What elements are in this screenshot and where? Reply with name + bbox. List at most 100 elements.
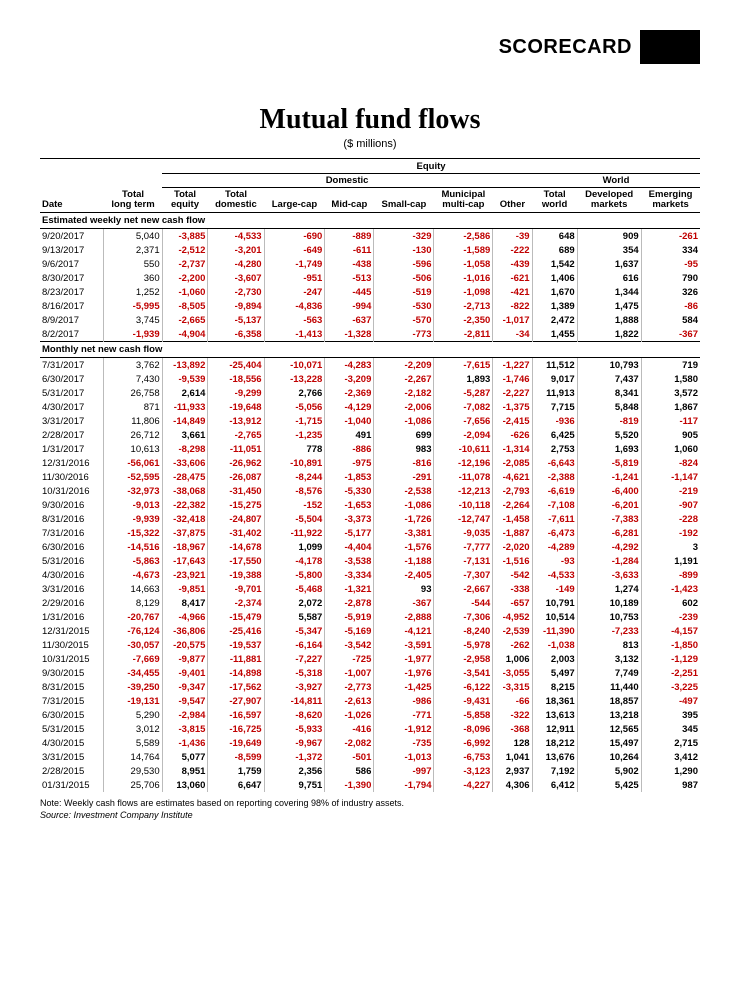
table-row: 8/31/2016-9,939-32,418-24,807-5,504-3,37… bbox=[40, 512, 700, 526]
page-subtitle: ($ millions) bbox=[40, 138, 700, 150]
cell: 128 bbox=[493, 736, 532, 750]
cell: -14,898 bbox=[208, 666, 264, 680]
cell: -3,885 bbox=[162, 229, 208, 244]
cell: 5/31/2017 bbox=[40, 386, 104, 400]
cell: -1,235 bbox=[264, 428, 325, 442]
cell: 1,389 bbox=[532, 299, 577, 313]
cell: -3,381 bbox=[374, 526, 434, 540]
cell: -1,098 bbox=[434, 285, 493, 299]
cell: 9/20/2017 bbox=[40, 229, 104, 244]
cell: -1,129 bbox=[641, 652, 700, 666]
cell: 871 bbox=[104, 400, 162, 414]
cell: -14,516 bbox=[104, 540, 162, 554]
cell: -4,904 bbox=[162, 327, 208, 342]
cell: -2,369 bbox=[325, 386, 374, 400]
cell: -329 bbox=[374, 229, 434, 244]
cell: -9,035 bbox=[434, 526, 493, 540]
cell: 13,613 bbox=[532, 708, 577, 722]
cell: 983 bbox=[374, 442, 434, 456]
cell: -3,591 bbox=[374, 638, 434, 652]
cell: -17,550 bbox=[208, 554, 264, 568]
cell: -4,952 bbox=[493, 610, 532, 624]
col-7: Municipalmulti-cap bbox=[434, 188, 493, 213]
cell: -4,673 bbox=[104, 568, 162, 582]
cell: 8/16/2017 bbox=[40, 299, 104, 313]
cell: -19,537 bbox=[208, 638, 264, 652]
cell: 1/31/2017 bbox=[40, 442, 104, 456]
cell: 689 bbox=[532, 243, 577, 257]
cell: -10,891 bbox=[264, 456, 325, 470]
cell: -626 bbox=[493, 428, 532, 442]
cell: -31,402 bbox=[208, 526, 264, 540]
table-row: 1/31/2016-20,767-4,966-15,4795,587-5,919… bbox=[40, 610, 700, 624]
cell: 8,215 bbox=[532, 680, 577, 694]
cell: -24,807 bbox=[208, 512, 264, 526]
cell: -530 bbox=[374, 299, 434, 313]
cell: 1,344 bbox=[577, 285, 641, 299]
cell: -649 bbox=[264, 243, 325, 257]
cell: 5,902 bbox=[577, 764, 641, 778]
cell: -5,919 bbox=[325, 610, 374, 624]
fund-flows-table: Equity Domestic World DateTotallong term… bbox=[40, 158, 700, 792]
table-row: 8/31/2015-39,250-9,347-17,562-3,927-2,77… bbox=[40, 680, 700, 694]
cell: -1,516 bbox=[493, 554, 532, 568]
cell: -10,118 bbox=[434, 498, 493, 512]
cell: -2,182 bbox=[374, 386, 434, 400]
cell: -19,388 bbox=[208, 568, 264, 582]
cell: -31,450 bbox=[208, 484, 264, 498]
cell: 699 bbox=[374, 428, 434, 442]
cell: 2,371 bbox=[104, 243, 162, 257]
cell: -994 bbox=[325, 299, 374, 313]
cell: -11,390 bbox=[532, 624, 577, 638]
cell: 1,888 bbox=[577, 313, 641, 327]
table-row: 9/30/2016-9,013-22,382-15,275-152-1,653-… bbox=[40, 498, 700, 512]
cell: -1,321 bbox=[325, 582, 374, 596]
cell: 14,764 bbox=[104, 750, 162, 764]
cell: 5,040 bbox=[104, 229, 162, 244]
cell: -7,656 bbox=[434, 414, 493, 428]
cell: -2,251 bbox=[641, 666, 700, 680]
cell: -1,436 bbox=[162, 736, 208, 750]
note-text: Note: Weekly cash flows are estimates ba… bbox=[40, 798, 700, 810]
cell: 8/2/2017 bbox=[40, 327, 104, 342]
cell: -56,061 bbox=[104, 456, 162, 470]
cell: -117 bbox=[641, 414, 700, 428]
cell: -3,201 bbox=[208, 243, 264, 257]
cell: -2,667 bbox=[434, 582, 493, 596]
cell: -1,188 bbox=[374, 554, 434, 568]
cell: -12,196 bbox=[434, 456, 493, 470]
cell: 10,753 bbox=[577, 610, 641, 624]
cell: 25,706 bbox=[104, 778, 162, 792]
cell: -9,299 bbox=[208, 386, 264, 400]
cell: -5,819 bbox=[577, 456, 641, 470]
table-row: 4/30/2017871-11,933-19,648-5,056-4,129-2… bbox=[40, 400, 700, 414]
cell: -2,227 bbox=[493, 386, 532, 400]
col-6: Small-cap bbox=[374, 188, 434, 213]
table-row: 5/31/201726,7582,614-9,2992,766-2,369-2,… bbox=[40, 386, 700, 400]
cell: 8,417 bbox=[162, 596, 208, 610]
cell: -4,292 bbox=[577, 540, 641, 554]
table-row: 12/31/2015-76,124-36,806-25,416-5,347-5,… bbox=[40, 624, 700, 638]
cell: -5,318 bbox=[264, 666, 325, 680]
cell: -1,589 bbox=[434, 243, 493, 257]
cell: -14,849 bbox=[162, 414, 208, 428]
cell: 11,512 bbox=[532, 358, 577, 373]
cell: -2,730 bbox=[208, 285, 264, 299]
cell: 334 bbox=[641, 243, 700, 257]
cell: -2,765 bbox=[208, 428, 264, 442]
cell: 18,857 bbox=[577, 694, 641, 708]
cell: 2,753 bbox=[532, 442, 577, 456]
table-row: 9/30/2015-34,455-9,401-14,898-5,318-1,00… bbox=[40, 666, 700, 680]
cell: -3,927 bbox=[264, 680, 325, 694]
cell: -6,164 bbox=[264, 638, 325, 652]
cell: -7,131 bbox=[434, 554, 493, 568]
cell: -1,227 bbox=[493, 358, 532, 373]
cell: -2,388 bbox=[532, 470, 577, 484]
cell: -596 bbox=[374, 257, 434, 271]
cell: -3,607 bbox=[208, 271, 264, 285]
table-row: 8/16/2017-5,995-8,505-9,894-4,836-994-53… bbox=[40, 299, 700, 313]
cell: 1,099 bbox=[264, 540, 325, 554]
cell: -10,611 bbox=[434, 442, 493, 456]
cell: -2,006 bbox=[374, 400, 434, 414]
cell: -2,958 bbox=[434, 652, 493, 666]
